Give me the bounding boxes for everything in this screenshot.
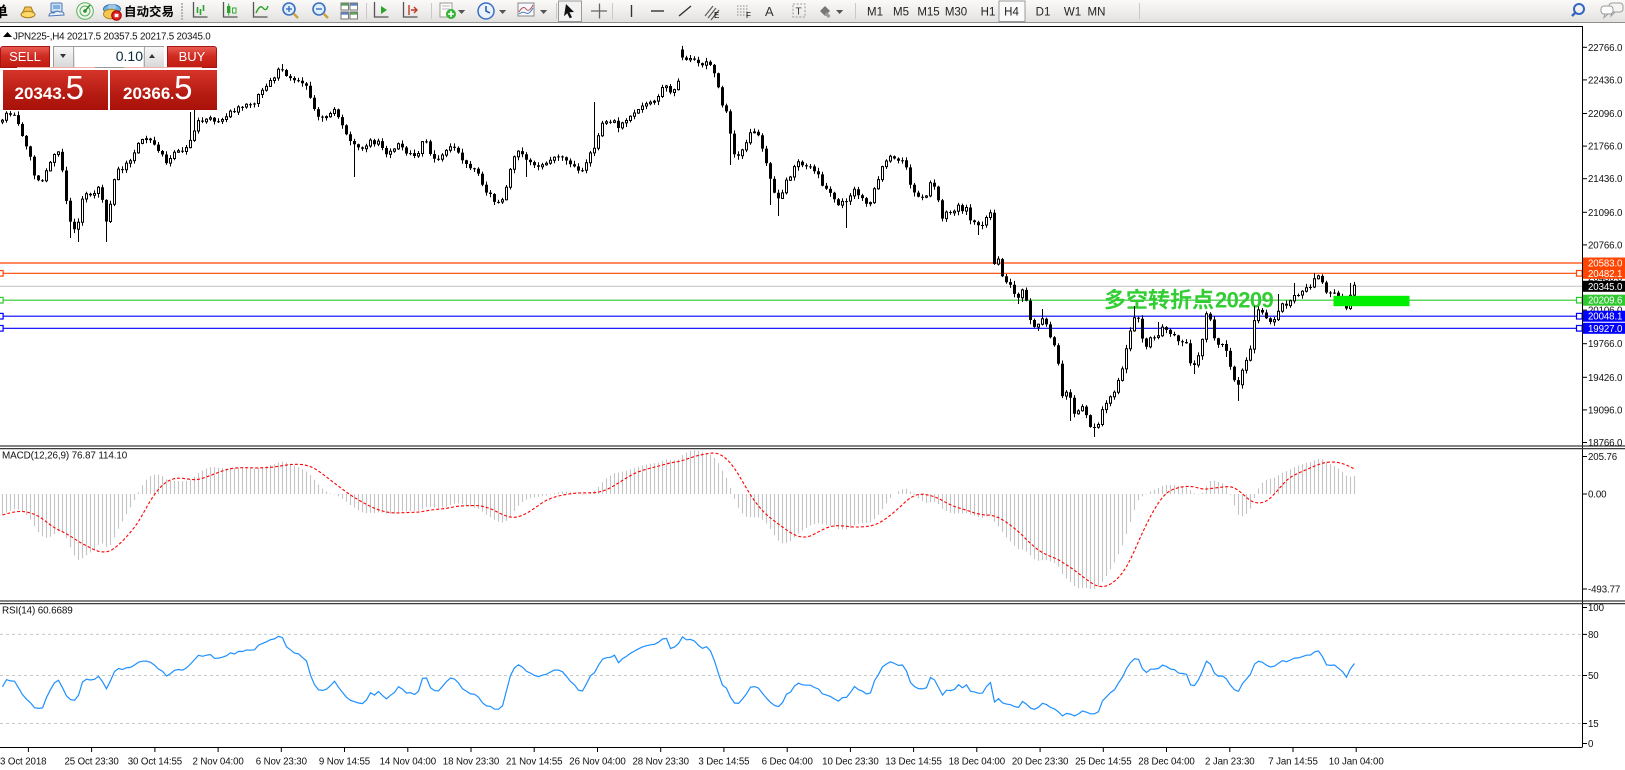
svg-text:20583.0: 20583.0 <box>1588 259 1623 270</box>
svg-text:80: 80 <box>1588 630 1599 641</box>
svg-text:18 Nov 23:30: 18 Nov 23:30 <box>443 757 500 768</box>
svg-text:13 Dec 14:55: 13 Dec 14:55 <box>885 757 941 768</box>
svg-text:T: T <box>796 7 802 18</box>
svg-text:RSI(14) 60.6689: RSI(14) 60.6689 <box>2 606 73 617</box>
svg-text:205.76: 205.76 <box>1588 452 1617 463</box>
svg-text:15: 15 <box>1588 719 1599 730</box>
svg-text:21766.0: 21766.0 <box>1588 142 1623 153</box>
svg-text:25 Oct 23:30: 25 Oct 23:30 <box>64 757 119 768</box>
svg-text:7 Jan 14:55: 7 Jan 14:55 <box>1268 757 1318 768</box>
svg-text:2 Jan 23:30: 2 Jan 23:30 <box>1205 757 1255 768</box>
svg-text:25 Dec 14:55: 25 Dec 14:55 <box>1075 757 1131 768</box>
svg-text:H4: H4 <box>1004 7 1019 19</box>
svg-text:W1: W1 <box>1064 7 1081 19</box>
svg-text:10 Jan 04:00: 10 Jan 04:00 <box>1329 757 1385 768</box>
svg-text:22436.0: 22436.0 <box>1588 75 1623 86</box>
svg-text:19766.0: 19766.0 <box>1588 339 1623 350</box>
svg-text:2 Nov 04:00: 2 Nov 04:00 <box>193 757 245 768</box>
svg-text:21436.0: 21436.0 <box>1588 174 1623 185</box>
svg-text:20209: 20209 <box>1215 288 1274 313</box>
svg-text:6 Dec 04:00: 6 Dec 04:00 <box>762 757 814 768</box>
svg-text:28 Dec 04:00: 28 Dec 04:00 <box>1138 757 1195 768</box>
svg-text:30 Oct 14:55: 30 Oct 14:55 <box>128 757 182 768</box>
svg-text:28 Nov 23:30: 28 Nov 23:30 <box>632 757 689 768</box>
svg-text:20482.1: 20482.1 <box>1588 269 1622 280</box>
svg-text:M1: M1 <box>867 7 883 19</box>
svg-text:M15: M15 <box>917 7 939 19</box>
svg-text:22766.0: 22766.0 <box>1588 43 1623 54</box>
svg-text:F: F <box>746 11 751 20</box>
svg-text:21096.0: 21096.0 <box>1588 208 1623 219</box>
svg-text:M30: M30 <box>945 7 967 19</box>
svg-text:9 Nov 14:55: 9 Nov 14:55 <box>319 757 370 768</box>
svg-text:3 Dec 14:55: 3 Dec 14:55 <box>698 757 749 768</box>
svg-text:10 Dec 23:30: 10 Dec 23:30 <box>822 757 879 768</box>
svg-text:18 Dec 04:00: 18 Dec 04:00 <box>949 757 1006 768</box>
svg-text:MACD(12,26,9) 76.87 114.10: MACD(12,26,9) 76.87 114.10 <box>2 451 128 462</box>
svg-text:26 Nov 04:00: 26 Nov 04:00 <box>569 757 626 768</box>
svg-text:A: A <box>765 4 774 19</box>
svg-text:19927.0: 19927.0 <box>1588 324 1623 335</box>
svg-text:3 Oct 2018: 3 Oct 2018 <box>0 757 46 768</box>
svg-text:20209.6: 20209.6 <box>1588 296 1622 307</box>
svg-text:14 Nov 04:00: 14 Nov 04:00 <box>380 757 437 768</box>
svg-text:M5: M5 <box>893 7 909 19</box>
svg-text:0.00: 0.00 <box>1588 490 1607 501</box>
svg-text:50: 50 <box>1588 671 1599 682</box>
svg-text:22096.0: 22096.0 <box>1588 109 1623 120</box>
svg-text:D1: D1 <box>1036 7 1051 19</box>
svg-text:20 Dec 23:30: 20 Dec 23:30 <box>1012 757 1069 768</box>
svg-text:6 Nov 23:30: 6 Nov 23:30 <box>256 757 308 768</box>
svg-text:H1: H1 <box>981 7 996 19</box>
svg-text:MN: MN <box>1088 7 1106 19</box>
svg-text:19096.0: 19096.0 <box>1588 405 1623 416</box>
svg-text:20048.1: 20048.1 <box>1588 312 1622 323</box>
svg-text:20766.0: 20766.0 <box>1588 240 1623 251</box>
svg-text:JPN225-,H4 20217.5 20357.5 20: JPN225-,H4 20217.5 20357.5 20217.5 20345… <box>13 32 211 43</box>
svg-text:E: E <box>714 11 719 20</box>
svg-text:0: 0 <box>1588 739 1594 750</box>
svg-text:-493.77: -493.77 <box>1588 585 1620 596</box>
svg-text:21 Nov 14:55: 21 Nov 14:55 <box>506 757 562 768</box>
svg-text:19426.0: 19426.0 <box>1588 373 1623 384</box>
svg-text:100: 100 <box>1588 603 1605 614</box>
svg-text:20345.0: 20345.0 <box>1588 282 1623 293</box>
svg-text:18766.0: 18766.0 <box>1588 438 1623 449</box>
